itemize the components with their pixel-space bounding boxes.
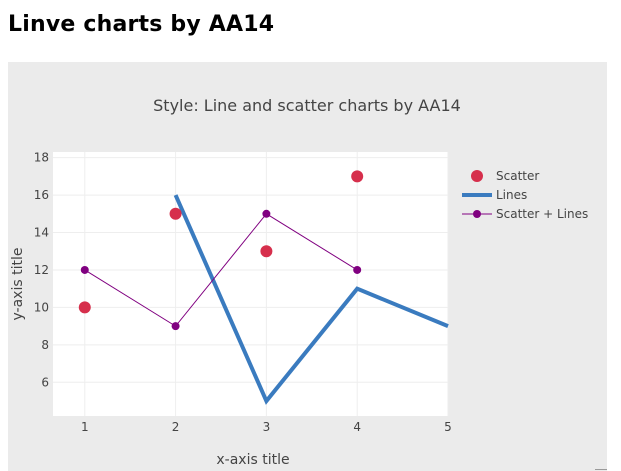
series-scatter-point bbox=[78, 301, 91, 314]
y-tick-label: 10 bbox=[34, 300, 49, 314]
series-scatter-lines-point bbox=[80, 265, 89, 274]
plot-area bbox=[53, 152, 448, 416]
y-tick-label: 18 bbox=[34, 151, 49, 165]
chart-title: Style: Line and scatter charts by AA14 bbox=[153, 96, 461, 115]
legend-item[interactable]: Scatter + Lines bbox=[462, 207, 588, 221]
series-scatter-point bbox=[169, 207, 182, 220]
legend-marker-icon bbox=[473, 210, 481, 218]
legend-item[interactable]: Lines bbox=[462, 188, 527, 202]
y-axis-title: y-axis title bbox=[10, 248, 26, 321]
x-tick-label: 3 bbox=[263, 420, 271, 434]
y-tick-labels: 6 8 10 12 14 16 18 bbox=[34, 151, 49, 390]
y-tick-label: 16 bbox=[34, 188, 49, 202]
legend-marker-icon bbox=[471, 170, 483, 182]
series-scatter-lines-point bbox=[171, 322, 180, 331]
x-tick-label: 2 bbox=[172, 420, 180, 434]
grid bbox=[53, 152, 449, 416]
x-tick-label: 5 bbox=[444, 420, 452, 434]
legend-label: Scatter + Lines bbox=[496, 207, 588, 221]
legend[interactable]: Scatter Lines Scatter + Lines bbox=[462, 169, 588, 221]
series-scatter-lines-line bbox=[84, 213, 358, 327]
chart-panel: Style: Line and scatter charts by AA14 1… bbox=[8, 62, 607, 471]
series-scatter-lines-point bbox=[353, 265, 362, 274]
series-scatter-point bbox=[351, 170, 364, 183]
series-scatter-point bbox=[260, 245, 273, 258]
x-tick-label: 4 bbox=[353, 420, 361, 434]
corner-mark bbox=[595, 469, 607, 470]
legend-item[interactable]: Scatter bbox=[471, 169, 539, 183]
y-tick-label: 6 bbox=[41, 375, 49, 389]
y-tick-label: 14 bbox=[34, 226, 49, 240]
chart-svg: Style: Line and scatter charts by AA14 1… bbox=[10, 96, 588, 468]
series-scatter-lines-point bbox=[262, 209, 271, 218]
x-tick-labels: 1 2 3 4 5 bbox=[81, 420, 452, 434]
x-tick-label: 1 bbox=[81, 420, 89, 434]
legend-label: Lines bbox=[496, 188, 527, 202]
y-tick-label: 12 bbox=[34, 263, 49, 277]
page-title: Linve charts by AA14 bbox=[8, 12, 275, 37]
x-axis-title: x-axis title bbox=[216, 452, 289, 468]
series-layer bbox=[78, 170, 449, 405]
y-tick-label: 8 bbox=[41, 338, 49, 352]
series-lines-line bbox=[173, 194, 449, 405]
legend-label: Scatter bbox=[496, 169, 539, 183]
